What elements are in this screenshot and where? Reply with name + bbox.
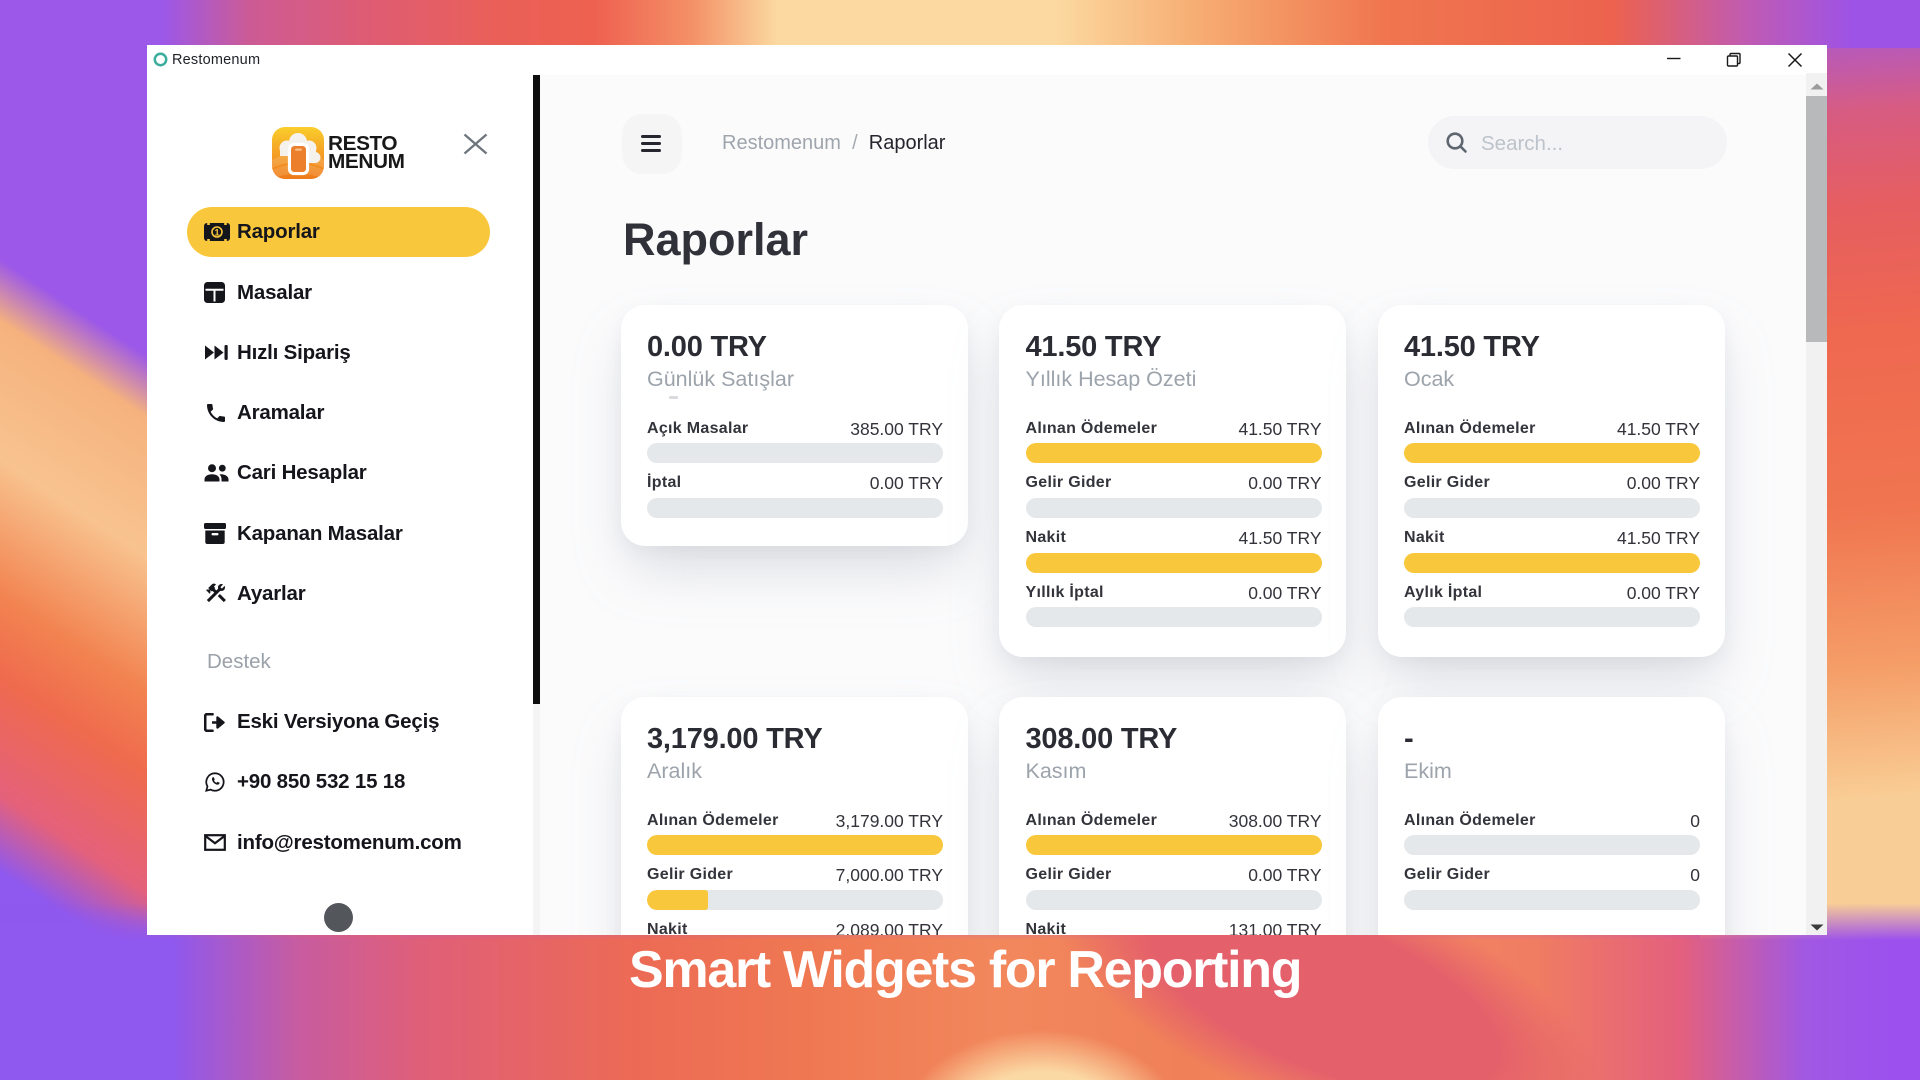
- svg-text:1: 1: [214, 228, 220, 239]
